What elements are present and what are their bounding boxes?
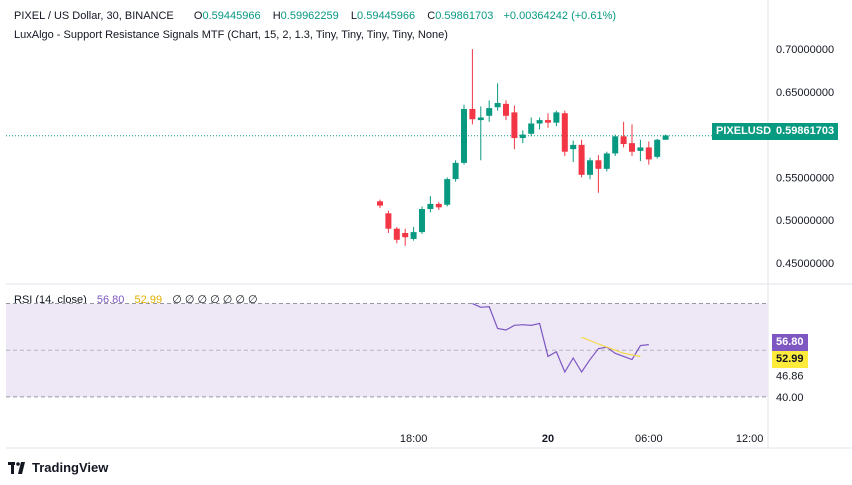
candle-up: [612, 136, 619, 154]
candle-down: [469, 108, 476, 120]
candle-up: [603, 153, 610, 169]
candle-up: [494, 102, 501, 108]
candle-up: [637, 147, 644, 151]
rsi-tick-label: 46.86: [776, 371, 804, 383]
candle-up: [570, 144, 577, 150]
time-tick-label: 18:00: [400, 433, 428, 445]
high-label: H: [272, 10, 281, 22]
candle-down: [393, 228, 400, 240]
tradingview-brand: TradingView: [32, 460, 109, 475]
candle-down: [645, 147, 652, 160]
tradingview-logo-icon: [8, 461, 25, 474]
price-tick-label: 0.55000000: [776, 172, 834, 184]
candle-up: [654, 139, 661, 157]
rsi-badge: 56.80: [772, 334, 808, 351]
low-value: 0.59445966: [357, 10, 416, 22]
candle-down: [503, 103, 509, 116]
indicator-label: LuxAlgo - Support Resistance Signals MTF…: [14, 29, 448, 41]
candle-up: [536, 120, 543, 124]
price-badge: 0.59861703: [772, 123, 839, 140]
candle-up: [452, 162, 459, 180]
candle-up: [427, 203, 434, 210]
candle-down: [561, 113, 568, 152]
candle-down: [620, 136, 627, 145]
candle-up: [477, 117, 484, 121]
symbol-title: PIXEL / US Dollar, 30, BINANCE: [14, 10, 174, 22]
candle-down: [402, 232, 409, 238]
candle-down: [511, 112, 518, 139]
rsi-tick-label: 40.00: [776, 392, 804, 404]
candle-down: [377, 201, 383, 206]
rsi-extra-values: ∅ ∅ ∅ ∅ ∅ ∅ ∅: [172, 294, 258, 306]
rsi-legend[interactable]: RSI (14, close) 56.80 52.99 ∅ ∅ ∅ ∅ ∅ ∅ …: [14, 293, 258, 306]
candle-down: [629, 143, 635, 152]
candle-up: [444, 179, 451, 205]
open-value: 0.59445966: [202, 10, 261, 22]
rsi-ma-line: [581, 336, 641, 358]
price-tick-label: 0.50000000: [776, 215, 834, 227]
rsi-legend-value: 56.80: [96, 294, 125, 306]
change-value: +0.00364242 (+0.61%): [503, 10, 617, 22]
tradingview-logo[interactable]: TradingView: [8, 460, 108, 475]
rsi-label: RSI (14, close): [14, 294, 87, 306]
candle-down: [595, 160, 602, 169]
open-label: O: [193, 10, 203, 22]
low-label: L: [350, 10, 358, 22]
candle-up: [461, 108, 467, 163]
candle-up: [419, 209, 425, 233]
indicator-legend[interactable]: LuxAlgo - Support Resistance Signals MTF…: [14, 29, 448, 41]
time-tick-label: 20: [542, 433, 554, 445]
candle-up: [519, 134, 526, 139]
candle-up: [410, 232, 417, 239]
price-legend: PIXEL / US Dollar, 30, BINANCE O0.594459…: [14, 10, 616, 22]
candle-up: [486, 108, 493, 116]
candle-down: [385, 213, 392, 229]
candle-up: [553, 112, 560, 123]
price-tick-label: 0.65000000: [776, 87, 834, 99]
rsi-line: [472, 303, 649, 374]
candle-down: [545, 120, 551, 123]
rsi-ma-legend-value: 52.99: [134, 294, 163, 306]
rsi-ma-badge: 52.99: [772, 351, 808, 368]
price-tick-label: 0.70000000: [776, 44, 834, 56]
candle-up: [587, 160, 593, 175]
candle-up: [528, 123, 535, 134]
time-tick-label: 12:00: [736, 433, 764, 445]
symbol-badge: PIXELUSD: [712, 123, 776, 140]
candle-down: [435, 203, 442, 208]
time-tick-label: 06:00: [635, 433, 663, 445]
candle-up: [662, 135, 669, 140]
candle-down: [578, 144, 585, 175]
close-label: C: [427, 10, 436, 22]
price-tick-label: 0.45000000: [776, 258, 834, 270]
high-value: 0.59962259: [280, 10, 339, 22]
close-value: 0.59861703: [435, 10, 494, 22]
